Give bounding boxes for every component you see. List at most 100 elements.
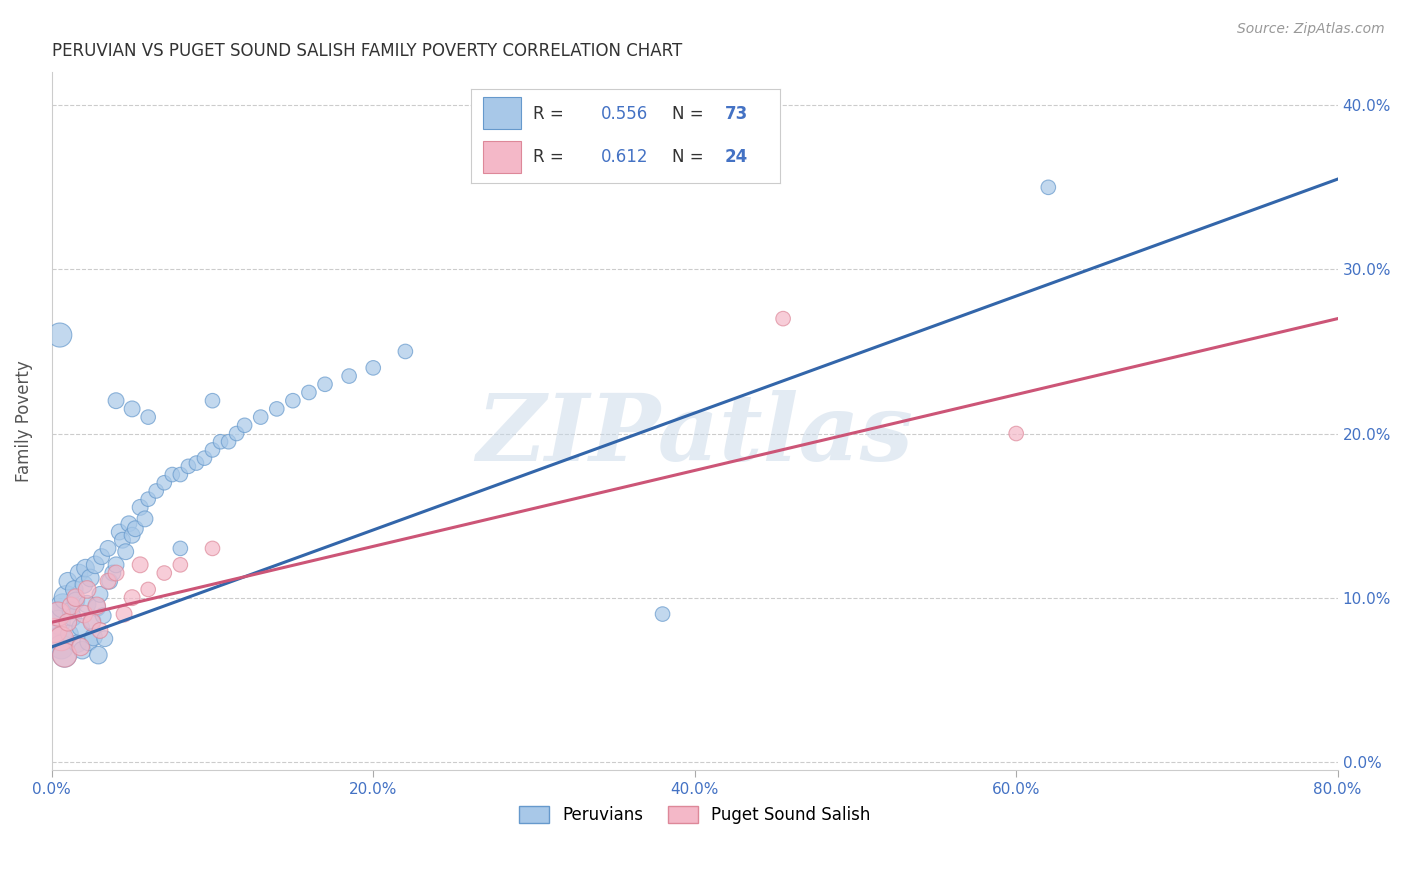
Point — [86, 599, 108, 613]
Point — [153, 566, 176, 580]
Text: 73: 73 — [724, 104, 748, 122]
Point — [89, 587, 111, 601]
Point — [46, 607, 69, 621]
Point — [266, 401, 288, 416]
Point — [651, 607, 673, 621]
Point — [87, 648, 110, 662]
Point — [65, 594, 87, 608]
Point — [145, 483, 167, 498]
Point — [98, 574, 121, 589]
Point — [121, 401, 143, 416]
Point — [177, 459, 200, 474]
Point — [75, 561, 97, 575]
Point — [76, 597, 98, 611]
Point — [63, 582, 86, 597]
Text: 24: 24 — [724, 148, 748, 166]
Point — [114, 544, 136, 558]
Legend: Peruvians, Puget Sound Salish: Peruvians, Puget Sound Salish — [519, 806, 870, 824]
Point — [136, 582, 159, 597]
Point — [91, 608, 114, 623]
Text: R =: R = — [533, 148, 569, 166]
Point — [45, 607, 67, 621]
Point — [281, 393, 304, 408]
Point — [105, 558, 128, 572]
Point — [80, 615, 103, 630]
Point — [94, 632, 117, 646]
Point — [121, 528, 143, 542]
Point — [129, 558, 152, 572]
Point — [101, 566, 124, 580]
Point — [49, 328, 72, 343]
Text: N =: N = — [672, 148, 709, 166]
FancyBboxPatch shape — [484, 96, 520, 129]
Point — [67, 566, 90, 580]
Point — [73, 607, 96, 621]
Point — [83, 630, 105, 644]
Text: Source: ZipAtlas.com: Source: ZipAtlas.com — [1237, 22, 1385, 37]
Point — [46, 615, 69, 630]
Text: ZIPatlas: ZIPatlas — [477, 390, 912, 480]
Point — [49, 632, 72, 646]
Point — [772, 311, 794, 326]
Point — [121, 591, 143, 605]
Point — [111, 533, 134, 548]
Point — [193, 451, 215, 466]
Point — [186, 456, 208, 470]
Point — [1038, 180, 1060, 194]
Point — [52, 599, 75, 613]
Point — [86, 600, 108, 615]
Point — [56, 574, 79, 589]
Point — [118, 516, 141, 531]
Text: 0.612: 0.612 — [600, 148, 648, 166]
Point — [76, 582, 98, 597]
Point — [69, 640, 91, 654]
Text: 0.556: 0.556 — [600, 104, 648, 122]
Point — [72, 643, 94, 657]
Point — [124, 522, 146, 536]
Text: R =: R = — [533, 104, 569, 122]
Point — [77, 635, 100, 649]
Point — [84, 558, 107, 572]
Point — [90, 549, 112, 564]
Point — [394, 344, 416, 359]
Point — [53, 648, 76, 662]
Text: PERUVIAN VS PUGET SOUND SALISH FAMILY POVERTY CORRELATION CHART: PERUVIAN VS PUGET SOUND SALISH FAMILY PO… — [52, 42, 682, 60]
Point — [249, 410, 271, 425]
Point — [129, 500, 152, 515]
Point — [218, 434, 240, 449]
Point — [162, 467, 184, 482]
Point — [65, 591, 87, 605]
Point — [58, 627, 80, 641]
Point — [108, 524, 131, 539]
Point — [105, 566, 128, 580]
Point — [66, 637, 89, 651]
Point — [112, 607, 135, 621]
Point — [60, 604, 83, 618]
Point — [361, 360, 384, 375]
Point — [55, 591, 77, 605]
Text: N =: N = — [672, 104, 709, 122]
Point — [153, 475, 176, 490]
Point — [169, 467, 191, 482]
Point — [314, 377, 336, 392]
Point — [298, 385, 321, 400]
Point — [201, 442, 224, 457]
Point — [69, 620, 91, 634]
Point — [89, 624, 111, 638]
Point — [62, 610, 84, 624]
Point — [225, 426, 247, 441]
Point — [201, 541, 224, 556]
Point — [80, 614, 103, 628]
Y-axis label: Family Poverty: Family Poverty — [15, 360, 32, 482]
Point — [44, 624, 66, 638]
FancyBboxPatch shape — [484, 141, 520, 173]
Point — [136, 410, 159, 425]
Point — [97, 541, 120, 556]
Point — [134, 512, 156, 526]
Point — [233, 418, 256, 433]
Point — [169, 541, 191, 556]
Point — [105, 393, 128, 408]
Point — [44, 624, 66, 638]
Point — [169, 558, 191, 572]
Point — [56, 615, 79, 630]
